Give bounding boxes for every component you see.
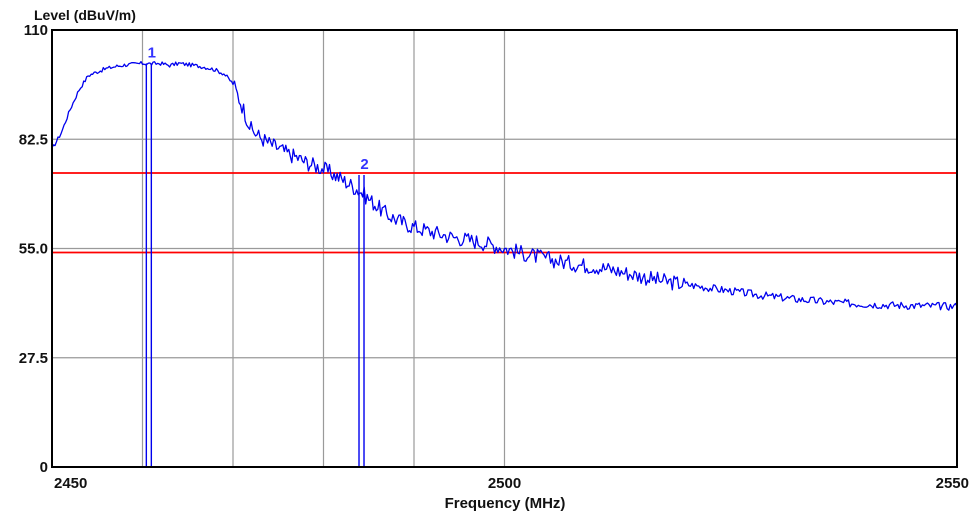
- tick-layer: 0 27.5 55.0 82.5 110 2450 2500 2550: [19, 22, 969, 492]
- grid-layer: [52, 30, 957, 467]
- y-axis-label: Level (dBuV/m): [34, 7, 136, 23]
- x-tick-label: 2550: [936, 475, 969, 492]
- y-tick-label: 110: [24, 22, 48, 39]
- marker-label: 1: [148, 44, 156, 61]
- series-layer: [51, 60, 958, 311]
- x-tick-label: 2500: [488, 475, 521, 492]
- y-tick-label: 27.5: [19, 350, 48, 367]
- x-tick-label: 2450: [54, 475, 87, 492]
- x-axis-label: Frequency (MHz): [445, 495, 566, 512]
- y-tick-label: 55.0: [19, 241, 48, 258]
- marker-layer: 12: [145, 44, 369, 467]
- series-line: [51, 60, 958, 311]
- plot-frame: [51, 29, 958, 468]
- marker-label: 2: [360, 156, 368, 173]
- y-tick-label: 0: [40, 459, 48, 476]
- limit-line-layer: [52, 172, 957, 254]
- y-tick-label: 82.5: [19, 131, 48, 148]
